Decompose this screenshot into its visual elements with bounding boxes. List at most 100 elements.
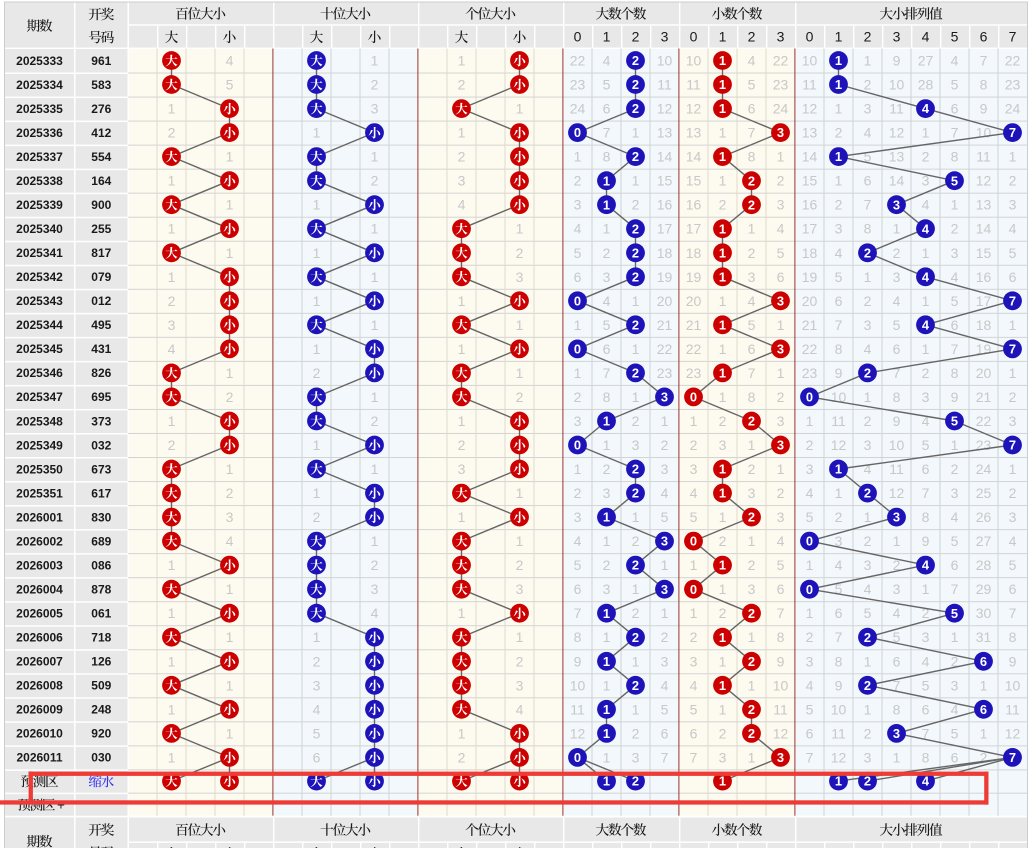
svg-text:15: 15 [686,173,702,189]
svg-text:1: 1 [603,414,610,429]
svg-text:1: 1 [632,125,640,141]
svg-text:11: 11 [831,413,846,429]
svg-text:3: 3 [574,197,582,213]
svg-text:3: 3 [777,197,785,213]
svg-text:1: 1 [632,173,640,189]
svg-text:4: 4 [806,485,814,501]
svg-text:2: 2 [574,389,582,405]
svg-text:2: 2 [516,245,524,261]
svg-text:1: 1 [922,581,930,597]
svg-text:1: 1 [777,365,785,381]
svg-text:8: 8 [864,221,872,237]
svg-text:6: 6 [893,341,901,357]
svg-text:1: 1 [719,462,726,477]
svg-text:5: 5 [777,245,785,261]
svg-text:2: 2 [226,485,234,501]
svg-text:826: 826 [91,366,111,380]
svg-text:2025341: 2025341 [16,246,63,260]
svg-text:1: 1 [458,341,466,357]
svg-text:11: 11 [802,77,817,93]
svg-text:2026009: 2026009 [16,703,63,717]
svg-text:1: 1 [632,389,640,405]
svg-text:12: 12 [686,101,702,117]
svg-text:4: 4 [864,341,872,357]
svg-text:1: 1 [719,221,726,236]
svg-text:3: 3 [661,653,669,669]
svg-text:6: 6 [893,653,901,669]
svg-text:1: 1 [603,726,610,741]
svg-text:13: 13 [976,197,992,213]
svg-text:1: 1 [603,437,611,453]
svg-text:2: 2 [864,77,872,93]
svg-text:5: 5 [574,245,582,261]
svg-text:8: 8 [777,629,785,645]
svg-text:1: 1 [719,293,727,309]
svg-text:1: 1 [719,509,727,525]
svg-text:2: 2 [748,173,755,188]
svg-text:3: 3 [777,413,785,429]
svg-text:2: 2 [748,197,755,212]
svg-text:2025345: 2025345 [16,342,63,356]
svg-text:1: 1 [864,701,872,717]
svg-text:10: 10 [657,53,673,69]
svg-text:3: 3 [806,653,814,669]
svg-text:1: 1 [226,365,234,381]
svg-text:4: 4 [922,317,930,332]
svg-text:4: 4 [922,413,930,429]
svg-text:17: 17 [802,221,818,237]
svg-text:2: 2 [777,485,785,501]
svg-text:23: 23 [570,77,586,93]
svg-text:10: 10 [1005,677,1021,693]
svg-text:3: 3 [226,509,234,525]
svg-text:2025340: 2025340 [16,222,63,236]
svg-text:1: 1 [922,245,930,261]
svg-text:1: 1 [603,702,610,717]
svg-text:2025342: 2025342 [16,270,63,284]
svg-text:1: 1 [632,341,640,357]
svg-text:1: 1 [835,846,843,848]
svg-text:28: 28 [976,557,992,573]
svg-text:1: 1 [313,437,321,453]
svg-text:2: 2 [1009,485,1017,501]
svg-text:1: 1 [168,173,176,189]
svg-text:2: 2 [690,629,698,645]
svg-text:4: 4 [922,653,930,669]
svg-text:0: 0 [690,582,697,597]
svg-text:28: 28 [918,77,934,93]
svg-text:1: 1 [893,749,901,765]
svg-text:9: 9 [980,101,988,117]
svg-text:2: 2 [632,462,639,477]
svg-text:2026003: 2026003 [16,558,63,572]
svg-text:3: 3 [458,461,466,477]
svg-text:2: 2 [864,678,871,693]
svg-text:3: 3 [777,125,784,140]
svg-text:1: 1 [1009,317,1017,333]
svg-text:23: 23 [976,437,992,453]
svg-text:4: 4 [748,293,756,309]
svg-text:2: 2 [632,221,639,236]
svg-text:2025348: 2025348 [16,414,63,428]
svg-text:11: 11 [976,149,991,165]
svg-text:1: 1 [168,653,176,669]
svg-text:276: 276 [91,102,111,116]
svg-text:554: 554 [91,150,111,164]
svg-text:14: 14 [657,149,673,165]
svg-text:1: 1 [719,149,726,164]
svg-text:5: 5 [1009,557,1017,573]
svg-text:5: 5 [690,701,698,717]
svg-text:3: 3 [777,29,785,45]
svg-text:2025349: 2025349 [16,438,63,452]
svg-text:1: 1 [632,509,640,525]
svg-text:2: 2 [371,413,379,429]
svg-text:3: 3 [864,437,872,453]
svg-text:900: 900 [91,198,111,212]
svg-text:+: + [57,797,65,812]
svg-text:4: 4 [1009,533,1017,549]
svg-text:12: 12 [657,101,673,117]
svg-text:0: 0 [690,846,698,848]
svg-text:1: 1 [719,173,727,189]
svg-text:8: 8 [951,149,959,165]
svg-text:6: 6 [980,29,988,45]
svg-text:1: 1 [951,197,959,213]
svg-text:2: 2 [516,557,524,573]
